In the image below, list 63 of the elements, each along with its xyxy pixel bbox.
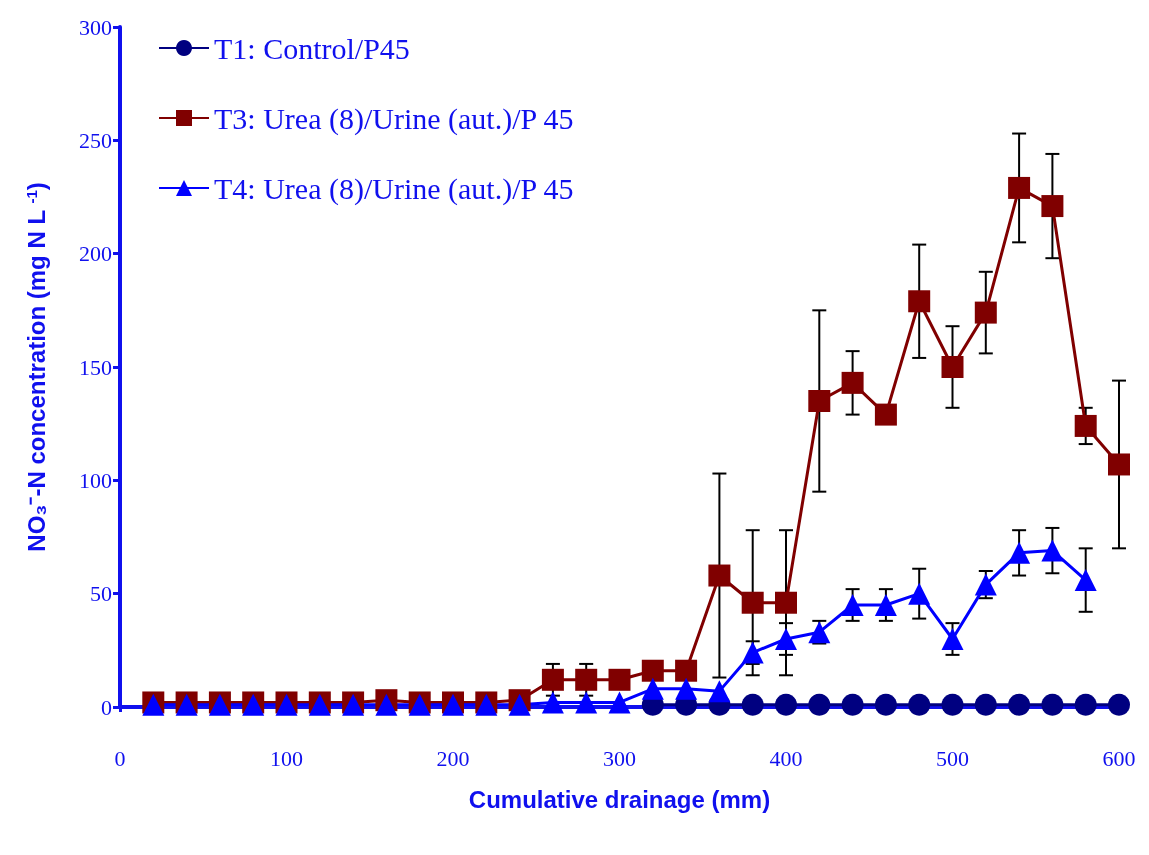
- legend-label: T1: Control/P45: [214, 31, 410, 65]
- point: [641, 659, 664, 682]
- point: [608, 691, 631, 714]
- point: [1008, 693, 1031, 716]
- point: [974, 573, 997, 596]
- point: [1074, 414, 1097, 437]
- point: [808, 390, 831, 412]
- point: [908, 582, 931, 605]
- point: [708, 680, 731, 703]
- point: [1074, 569, 1097, 592]
- x-tick-label: 200: [436, 745, 470, 771]
- point: [1008, 541, 1031, 564]
- x-tick-label: 300: [603, 745, 636, 771]
- y-tick-label: 300: [79, 14, 112, 40]
- point: [974, 693, 997, 716]
- point: [741, 591, 764, 614]
- point: [1041, 539, 1064, 562]
- point: [1074, 693, 1097, 716]
- point: [908, 693, 931, 716]
- point: [974, 301, 997, 324]
- point: [675, 659, 698, 682]
- x-tick-label: 600: [1102, 745, 1136, 771]
- point: [874, 403, 897, 426]
- x-tick-label: 500: [936, 745, 969, 771]
- point: [874, 693, 897, 716]
- point: [1108, 693, 1130, 716]
- point: [775, 693, 797, 716]
- point: [941, 356, 964, 378]
- point: [908, 290, 931, 313]
- y-tick-label: 150: [79, 354, 112, 380]
- point: [941, 693, 964, 716]
- point: [575, 668, 598, 691]
- point: [541, 668, 564, 691]
- x-tick-label: 400: [769, 745, 803, 771]
- y-tick-label: 250: [79, 127, 112, 153]
- point: [1041, 195, 1064, 218]
- y-tick-label: 200: [79, 241, 112, 267]
- y-tick-label: 50: [90, 581, 112, 607]
- point: [841, 371, 864, 394]
- point: [575, 691, 598, 714]
- point: [541, 691, 564, 714]
- point: [1041, 693, 1064, 716]
- legend-label: T4: Urea (8)/Urine (aut.)/P 45: [214, 171, 574, 206]
- y-tick-label: 100: [79, 467, 112, 493]
- point: [1008, 176, 1031, 199]
- legend-label: T3: Urea (8)/Urine (aut.)/P 45: [214, 101, 574, 136]
- point: [1108, 453, 1130, 476]
- point: [874, 594, 897, 616]
- point: [808, 693, 831, 716]
- point: [608, 668, 631, 691]
- x-axis-title: Cumulative drainage (mm): [468, 785, 771, 813]
- point: [841, 594, 864, 616]
- point: [675, 677, 698, 700]
- y-axis-title: NO₃⁻-N concentration (mg N L -1): [22, 182, 50, 552]
- point: [841, 693, 864, 716]
- point: [775, 628, 797, 650]
- point: [775, 591, 797, 614]
- point: [741, 693, 764, 716]
- point: [708, 564, 731, 587]
- point: [641, 677, 664, 700]
- y-tick-label: 0: [101, 694, 112, 720]
- point: [941, 628, 964, 650]
- x-tick-label: 100: [270, 745, 303, 771]
